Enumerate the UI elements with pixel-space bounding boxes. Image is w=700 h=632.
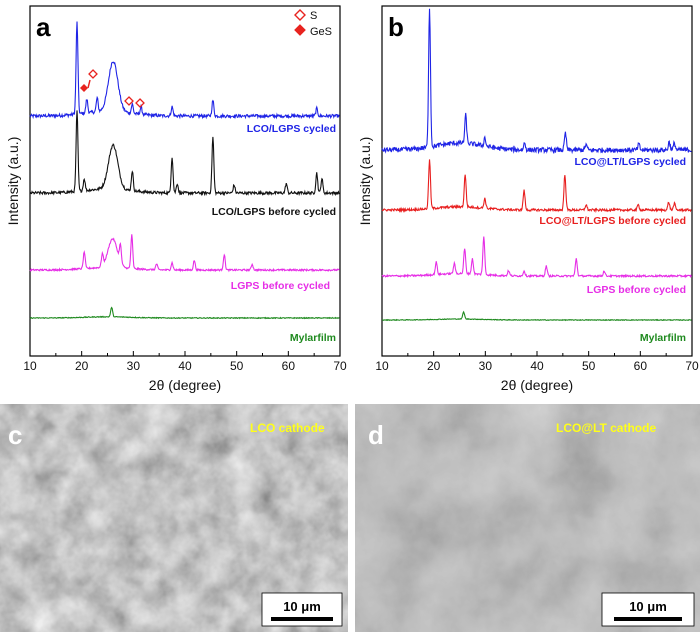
x-tick-label: 50 — [582, 359, 596, 373]
x-tick-label: 60 — [282, 359, 296, 373]
panel-c-label: LCO cathode — [250, 421, 325, 435]
panel-d-scale-bar — [614, 617, 682, 621]
series-label: LGPS before cycled — [231, 280, 330, 292]
panel-a-y-axis-title: Intensity (a.u.) — [5, 137, 21, 226]
panel-c-letter: c — [8, 420, 22, 450]
x-tick-label: 40 — [178, 359, 192, 373]
panel-a-plot-frame — [29, 5, 341, 357]
panel-d-sem-image: d LCO@LT cathode 10 μm — [355, 404, 700, 632]
series-line-lco-lgps-cycled — [29, 21, 340, 120]
series-label: LGPS before cycled — [587, 284, 686, 296]
panel-c-sem-image: c LCO cathode 10 μm — [0, 404, 348, 632]
series-line-lco-lt-lgps-cycled — [381, 8, 692, 155]
s-marker — [124, 96, 134, 106]
series-line-lco-lgps-before-cycled — [29, 110, 340, 197]
x-tick-label: 20 — [427, 359, 441, 373]
panel-b-y-axis-title: Intensity (a.u.) — [357, 137, 373, 226]
panel-c-scale-bar — [271, 617, 333, 621]
panel-d-letter: d — [368, 420, 384, 450]
panel-a-peak-markers — [80, 69, 145, 108]
series-label: LCO/LGPS before cycled — [212, 206, 336, 218]
x-tick-label: 30 — [127, 359, 141, 373]
panel-c-scale-text: 10 μm — [283, 599, 321, 614]
panel-d-scale-text: 10 μm — [629, 599, 667, 614]
series-line-lco-lt-lgps-before-cycled — [381, 159, 692, 214]
ges-marker — [80, 84, 88, 92]
x-tick-label: 30 — [479, 359, 493, 373]
x-tick-label: 50 — [230, 359, 244, 373]
panel-b-plot-frame — [381, 5, 693, 357]
x-tick-label: 40 — [530, 359, 544, 373]
x-tick-label: 10 — [23, 359, 37, 373]
s-marker — [135, 98, 145, 108]
panel-a-legend: S GeS — [294, 9, 332, 38]
x-tick-label: 10 — [375, 359, 389, 373]
series-line-mylarfilm — [29, 306, 340, 320]
x-tick-label: 70 — [685, 359, 699, 373]
panel-b-chart: b 10 20 30 40 50 60 70 2θ (degree) Intensity (… — [357, 5, 699, 393]
legend-s-marker — [294, 9, 306, 21]
legend-s-label: S — [310, 10, 317, 22]
series-label: Mylarfilm — [290, 332, 336, 344]
panel-b-x-axis-title: 2θ (degree) — [501, 377, 573, 393]
x-tick-label: 60 — [634, 359, 648, 373]
s-marker — [88, 69, 98, 79]
series-label: LCO@LT/LGPS before cycled — [539, 215, 686, 227]
series-label: Mylarfilm — [640, 332, 686, 344]
series-label: LCO/LGPS cycled — [247, 123, 336, 135]
x-tick-label: 20 — [75, 359, 89, 373]
legend-ges-marker — [294, 24, 306, 36]
series-label: LCO@LT/LGPS cycled — [574, 156, 686, 168]
panel-d-label: LCO@LT cathode — [556, 421, 656, 435]
ges-marker-tick — [87, 79, 91, 89]
panel-b-letter: b — [388, 12, 404, 42]
series-line-lgps-before-cycled — [381, 236, 692, 279]
panel-a-chart: a 10 20 30 40 50 60 70 2θ (degree) Intensity (… — [5, 5, 347, 393]
x-tick-label: 70 — [333, 359, 347, 373]
legend-ges-label: GeS — [310, 26, 332, 38]
panel-a-x-axis-title: 2θ (degree) — [149, 377, 221, 393]
panel-a-letter: a — [36, 12, 51, 42]
series-line-lgps-before-cycled — [29, 234, 340, 273]
series-line-mylarfilm — [381, 310, 692, 322]
